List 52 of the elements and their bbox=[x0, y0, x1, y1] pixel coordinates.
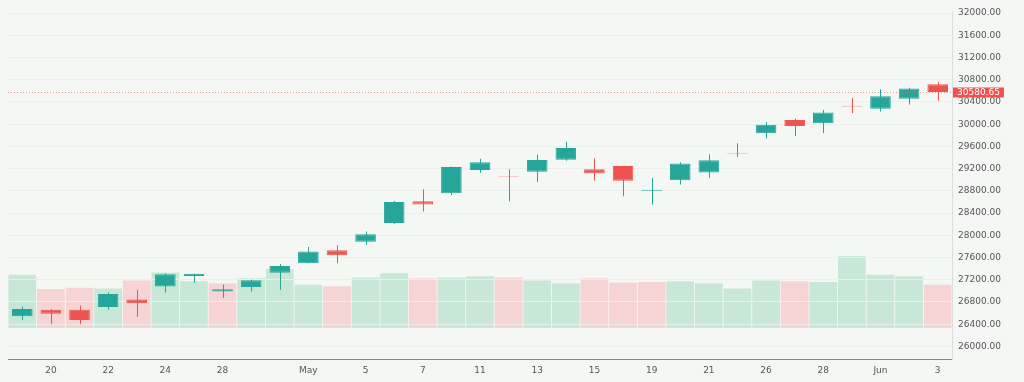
candlestick bbox=[698, 153, 720, 179]
y-tick-label: 30400.00 bbox=[958, 96, 1002, 107]
y-tick-label: 31600.00 bbox=[958, 29, 1002, 40]
x-tick-label: 3 bbox=[934, 364, 941, 375]
x-tick-label: 11 bbox=[474, 364, 486, 375]
x-tick-label: Jun bbox=[872, 364, 888, 375]
y-tick-label: 28800.00 bbox=[958, 185, 1002, 196]
x-tick-label: 28 bbox=[216, 364, 229, 375]
candlestick bbox=[812, 109, 834, 134]
x-tick-label: 28 bbox=[817, 364, 830, 375]
bar bbox=[208, 283, 237, 328]
x-tick-label: 24 bbox=[159, 364, 172, 375]
candlestick bbox=[669, 161, 691, 186]
candlestick bbox=[383, 200, 405, 225]
x-tick-label: 20 bbox=[45, 364, 57, 375]
candlestick bbox=[326, 244, 348, 264]
candlestick bbox=[612, 165, 634, 197]
candlestick bbox=[526, 154, 548, 183]
bar bbox=[780, 281, 809, 328]
y-tick-label: 27200.00 bbox=[958, 274, 1002, 285]
candlestick bbox=[584, 157, 605, 182]
bar bbox=[923, 284, 952, 328]
candlestick bbox=[412, 188, 434, 213]
candlestick bbox=[555, 141, 577, 162]
x-tick-label: 22 bbox=[102, 364, 114, 375]
bar bbox=[494, 277, 523, 328]
ref-line-label: 30580.65 bbox=[957, 86, 1000, 97]
y-tick-label: 28000.00 bbox=[958, 229, 1002, 240]
x-tick-label: 13 bbox=[531, 364, 543, 375]
y-tick-label: 28400.00 bbox=[958, 207, 1002, 218]
y-tick-label: 26400.00 bbox=[958, 318, 1002, 329]
y-tick-label: 26000.00 bbox=[958, 340, 1002, 351]
y-tick-label: 30800.00 bbox=[958, 74, 1002, 85]
bar bbox=[408, 278, 437, 328]
y-tick-label: 32000.00 bbox=[958, 7, 1002, 18]
y-tick-label: 26800.00 bbox=[958, 296, 1002, 307]
y-tick-label: 27600.00 bbox=[958, 251, 1002, 262]
y-tick-label: 30000.00 bbox=[958, 118, 1002, 129]
y-tick-label: 29600.00 bbox=[958, 140, 1002, 151]
x-tick-label: 19 bbox=[645, 364, 658, 375]
x-tick-label: 15 bbox=[588, 364, 601, 375]
bar bbox=[122, 280, 151, 328]
candlestick bbox=[870, 88, 891, 113]
x-tick-label: 21 bbox=[703, 364, 715, 375]
x-tick-label: 26 bbox=[760, 364, 773, 375]
x-tick-label: 7 bbox=[419, 364, 426, 375]
x-tick-label: May bbox=[299, 364, 319, 375]
y-tick-label: 31200.00 bbox=[958, 51, 1002, 62]
bar bbox=[323, 286, 351, 328]
y-tick-label: 29200.00 bbox=[958, 162, 1002, 173]
candlestick bbox=[927, 81, 948, 102]
x-tick-label: 5 bbox=[362, 364, 369, 375]
